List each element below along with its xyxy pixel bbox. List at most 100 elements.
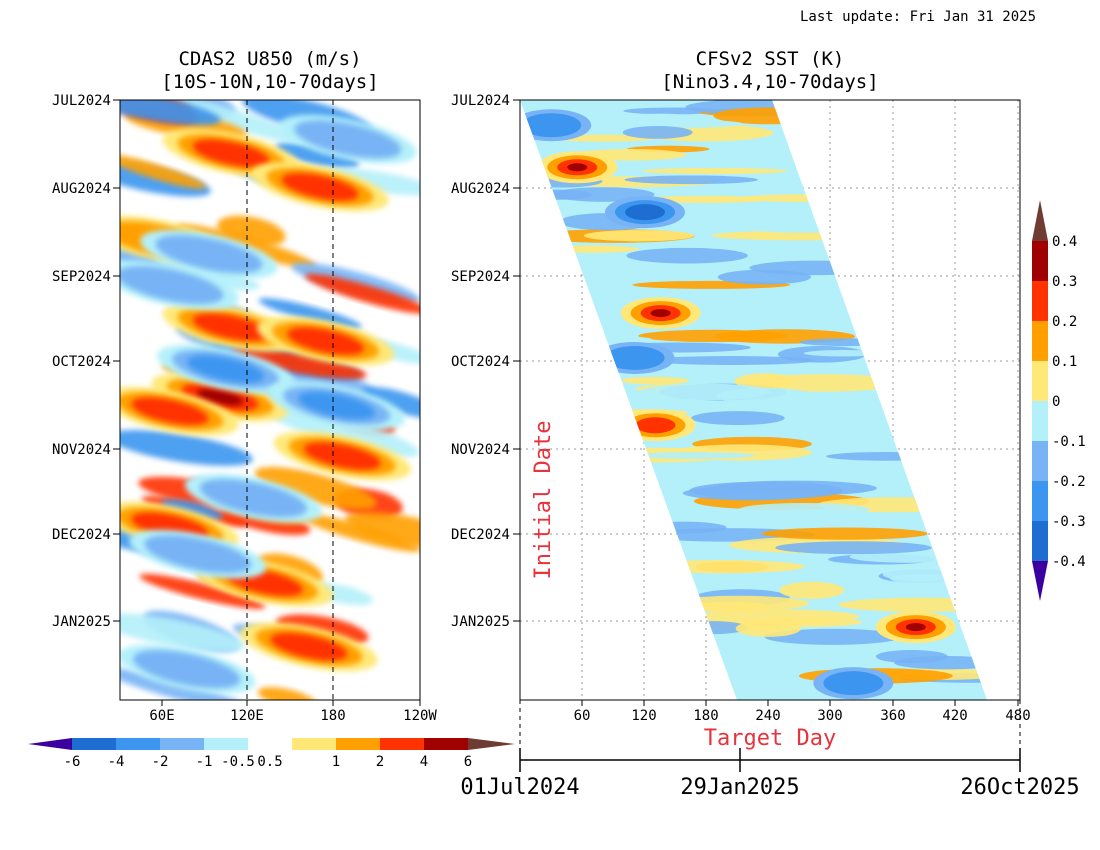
u850-cbar-cell-5 — [292, 738, 336, 750]
u850-y-tick-5: DEC2024 — [52, 527, 111, 543]
sst-anomaly-0 — [567, 163, 588, 172]
u850-cbar-label-2: -2 — [152, 754, 169, 770]
sst-cbar-label-6: -0.2 — [1052, 474, 1086, 490]
u850-cbar-label-0: -6 — [64, 754, 81, 770]
u850-anomaly-17 — [144, 535, 252, 574]
sst-ylabel: Initial Date — [531, 421, 556, 580]
u850-anomaly-3 — [192, 313, 270, 341]
sst-cbar-cell-5 — [1032, 441, 1048, 481]
sst-cbar-cell-7 — [1032, 521, 1048, 561]
u850-frame — [119, 99, 421, 701]
sst-x-tick-1: 120 — [631, 708, 656, 724]
sst-xlabel: Target Day — [704, 726, 836, 751]
u850-y-tick-0: JUL2024 — [52, 93, 111, 109]
sst-cbar-label-3: 0.1 — [1052, 354, 1077, 370]
u850-subtitle: [10S-10N,10-70days] — [161, 71, 378, 93]
sst-cbar-label-7: -0.3 — [1052, 514, 1086, 530]
sst-title: CFSv2 SST (K) — [696, 48, 845, 70]
sst-y-tick-4: NOV2024 — [451, 442, 510, 458]
date-label-mid: 29Jan2025 — [680, 775, 799, 800]
u850-anomaly-7 — [303, 442, 381, 470]
sst-anomaly-7 — [823, 671, 884, 696]
u850-x-tick-2: 180 — [320, 708, 345, 724]
u850-cbar-label-1: -4 — [108, 754, 125, 770]
sst-x-tick-6: 420 — [942, 708, 967, 724]
sst-cbar-cell-1 — [1032, 281, 1048, 321]
sst-y-tick-5: DEC2024 — [451, 527, 510, 543]
u850-cbar-label-5: 0.5 — [257, 754, 282, 770]
u850-anomaly-1 — [281, 173, 359, 201]
sst-cbar-label-8: -0.4 — [1052, 554, 1086, 570]
u850-panel: CDAS2 U850 (m/s) [10S-10N,10-70days] JUL… — [52, 48, 437, 724]
sst-x-tick-3: 240 — [755, 708, 780, 724]
sst-x-tick-4: 300 — [817, 708, 842, 724]
sst-cbar-label-0: 0.4 — [1052, 234, 1077, 250]
u850-cbar-cell-4 — [248, 738, 292, 750]
u850-anomaly-5 — [196, 388, 244, 406]
u850-cbar-label-7: 2 — [376, 754, 384, 770]
u850-y-tick-2: SEP2024 — [52, 269, 111, 285]
last-update-label: Last update: Fri Jan 31 2025 — [800, 9, 1036, 25]
sst-y-axis: JUL2024 AUG2024 SEP2024 OCT2024 NOV2024 DEC20… — [451, 93, 520, 630]
u850-cbar-label-8: 4 — [420, 754, 428, 770]
sst-cbar-label-5: -0.1 — [1052, 434, 1086, 450]
u850-cbar-cell-2 — [160, 738, 204, 750]
u850-anomaly-14 — [187, 355, 264, 383]
sst-anomaly-1 — [650, 309, 671, 318]
sst-x-tick-7: 480 — [1005, 708, 1030, 724]
u850-y-tick-1: AUG2024 — [52, 181, 111, 197]
u850-field — [120, 100, 420, 700]
u850-cbar-label-9: 6 — [464, 754, 472, 770]
u850-x-tick-1: 120E — [230, 708, 264, 724]
sst-cbar-label-4: 0 — [1052, 394, 1060, 410]
u850-cbar-cell-0 — [72, 738, 116, 750]
sst-frame — [519, 99, 1021, 701]
u850-title: CDAS2 U850 (m/s) — [178, 48, 361, 70]
u850-cbar-label-6: 1 — [332, 754, 340, 770]
u850-anomaly-11 — [294, 120, 402, 159]
u850-cbar-cell-7 — [380, 738, 424, 750]
sst-cbar-cell-2 — [1032, 321, 1048, 361]
u850-y-tick-4: NOV2024 — [52, 442, 111, 458]
sst-cbar-arrow-high — [1032, 200, 1048, 241]
u850-anomaly-15 — [298, 391, 376, 420]
sst-anomaly-6 — [604, 345, 665, 370]
u850-cbar-arrow-high — [468, 738, 515, 750]
sst-x-tick-2: 180 — [693, 708, 718, 724]
u850-anomaly-6 — [131, 397, 209, 425]
u850-anomaly-13 — [120, 266, 224, 305]
u850-anomaly-10 — [270, 633, 348, 661]
u850-y-axis: JUL2024 AUG2024 SEP2024 OCT2024 NOV2024 DEC20… — [52, 93, 120, 630]
u850-cbar-arrow-low — [28, 738, 72, 750]
u850-y-tick-3: OCT2024 — [52, 354, 111, 370]
date-label-start: 01Jul2024 — [460, 775, 579, 800]
u850-cbar-cell-6 — [336, 738, 380, 750]
sst-y-tick-3: OCT2024 — [451, 354, 510, 370]
u850-anomaly-12 — [155, 235, 263, 274]
u850-cbar-cell-3 — [204, 738, 248, 750]
u850-anomaly-16 — [199, 479, 307, 518]
sst-cbar-cell-4 — [1032, 401, 1048, 441]
sst-y-tick-2: SEP2024 — [451, 269, 510, 285]
u850-y-tick-6: JAN2025 — [52, 614, 111, 630]
sst-panel: CFSv2 SST (K) [Nino3.4,10-70days] JUL202… — [451, 48, 1080, 800]
u850-x-axis: 60E 120E 180 120W — [149, 700, 437, 724]
sst-anomaly-5 — [521, 113, 582, 138]
u850-anomaly-18 — [133, 650, 241, 689]
sst-cbar-cell-3 — [1032, 361, 1048, 401]
sst-field — [520, 100, 987, 700]
u850-cbar-label-3: -1 — [196, 754, 213, 770]
sst-x-tick-0: 60 — [574, 708, 591, 724]
sst-cbar-cell-6 — [1032, 481, 1048, 521]
sst-y-tick-6: JAN2025 — [451, 614, 510, 630]
sst-anomaly-3 — [905, 623, 926, 632]
sst-x-tick-5: 360 — [880, 708, 905, 724]
sst-cbar-label-2: 0.2 — [1052, 314, 1077, 330]
u850-cbar-cell-1 — [116, 738, 160, 750]
u850-anomaly-4 — [287, 327, 364, 355]
u850-cbar-label-4: -0.5 — [221, 754, 255, 770]
u850-cbar-cell-8 — [424, 738, 468, 750]
u850-x-tick-3: 120W — [403, 708, 437, 724]
sst-colorbar: 0.4 0.3 0.2 0.1 0 -0.1 -0.2 -0.3 -0.4 — [1032, 200, 1086, 601]
